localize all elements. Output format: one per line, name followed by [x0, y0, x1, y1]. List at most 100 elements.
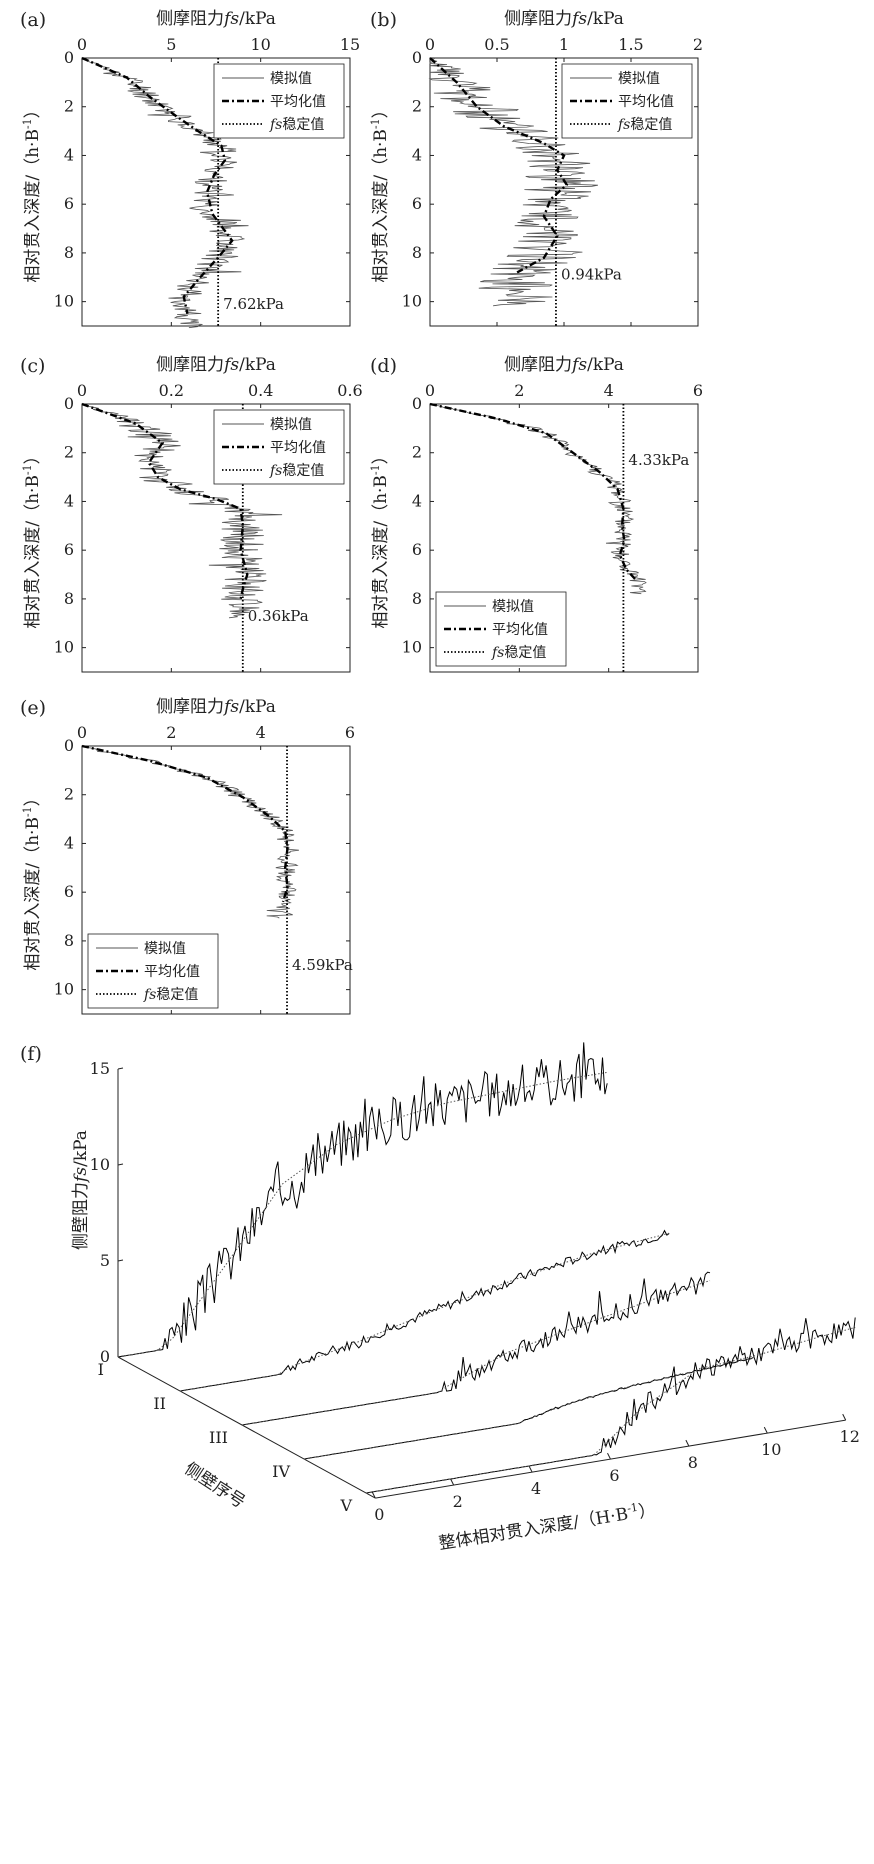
- y-axis-title: 相对贯入深度/（h·B-1）: [21, 101, 43, 282]
- y-tick-label: 8: [412, 243, 422, 262]
- y-tick-label: 2: [64, 785, 74, 804]
- y-axis-title: 相对贯入深度/（h·B-1）: [369, 101, 391, 282]
- x-tick-label: 4: [256, 723, 266, 742]
- x-axis-title: 整体相对贯入深度/（H·B-1）: [437, 1498, 657, 1554]
- x-tick-mark: [842, 1413, 847, 1421]
- y-axis-title-part: 相对贯入深度/（h·B: [23, 475, 43, 629]
- x-axis-title-part: fs: [222, 355, 239, 375]
- y-tick-label: 0: [412, 394, 422, 413]
- y-tick-label: 6: [64, 540, 74, 559]
- x-tick-label: 0: [374, 1505, 384, 1524]
- category-tick-label: V: [339, 1496, 352, 1515]
- x-tick-mark: [685, 1439, 690, 1447]
- y-axis-title-part: -1: [21, 118, 34, 129]
- y-axis-title: 相对贯入深度/（h·B-1）: [21, 789, 43, 970]
- y-tick-label: 2: [412, 443, 422, 462]
- legend-simulated-label: 模拟值: [270, 417, 312, 433]
- averaged-series-line: [241, 1280, 711, 1426]
- x-tick-label: 0.2: [159, 381, 184, 400]
- z-tick-label: 5: [100, 1251, 110, 1270]
- y-tick-label: 6: [412, 540, 422, 559]
- y-axis-title-part: 相对贯入深度/（h·B: [23, 817, 43, 971]
- y-tick-label: 2: [64, 97, 74, 116]
- z-axis-title-part: 侧壁阻力: [71, 1182, 91, 1250]
- x-tick-label: 0.5: [484, 35, 509, 54]
- simulated-series-line: [241, 1271, 711, 1426]
- y-axis-title-part: ）: [23, 789, 43, 806]
- y-tick-label: 10: [402, 638, 422, 657]
- stable-value-label: 0.94kPa: [561, 266, 622, 284]
- legend-box: [561, 63, 693, 139]
- legend-stable-label: fs稳定值: [143, 987, 198, 1003]
- y-tick-label: 6: [412, 194, 422, 213]
- x-axis-title-part: fs: [570, 9, 587, 29]
- legend-stable-part: fs: [617, 117, 630, 133]
- legend-simulated-label: 模拟值: [618, 71, 660, 87]
- legend-stable-part: 稳定值: [504, 645, 546, 661]
- x-axis-title-part: 侧摩阻力: [504, 9, 572, 29]
- y-axis-title-part: ）: [23, 447, 43, 464]
- averaged-series-line: [429, 402, 637, 581]
- x-tick-mark: [528, 1465, 533, 1473]
- category-axis-title: 侧壁序号: [181, 1459, 249, 1513]
- y-tick-label: 8: [64, 931, 74, 950]
- x-tick-label: 2: [166, 723, 176, 742]
- stable-value-label: 0.36kPa: [248, 607, 309, 625]
- legend-box: [213, 409, 345, 485]
- x-tick-label: 0: [77, 723, 87, 742]
- simulated-series-line: [365, 1317, 856, 1494]
- stable-value-label: 4.59kPa: [292, 956, 353, 974]
- plot-frame: [429, 403, 699, 673]
- x-tick-label: 15: [340, 35, 360, 54]
- x-tick-label: 6: [345, 723, 355, 742]
- legend-stable-part: 稳定值: [282, 117, 324, 133]
- y-axis-title: 相对贯入深度/（h·B-1）: [369, 447, 391, 628]
- averaged-series-line: [303, 1357, 754, 1460]
- series-II: [179, 1229, 670, 1392]
- series-I: [117, 1042, 608, 1358]
- y-tick-label: 0: [412, 48, 422, 67]
- stable-value-label: 4.33kPa: [628, 451, 689, 469]
- y-axis-title-part: 相对贯入深度/（h·B: [371, 129, 391, 283]
- y-tick-label: 10: [54, 292, 74, 311]
- x-tick-label: 4: [531, 1479, 541, 1498]
- x-axis-title-part: /kPa: [239, 355, 276, 375]
- y-tick-label: 10: [402, 292, 422, 311]
- category-axis-line: [117, 1356, 376, 1499]
- category-tick-label: IV: [272, 1462, 290, 1481]
- x-axis-title-part: 侧摩阻力: [156, 9, 224, 29]
- averaged-series-line: [81, 56, 234, 315]
- y-tick-label: 8: [64, 243, 74, 262]
- x-tick-label: 0: [425, 35, 435, 54]
- legend-averaged-label: 平均化值: [492, 622, 548, 638]
- legend-stable-label: fs稳定值: [269, 463, 324, 479]
- legend-averaged-label: 平均化值: [270, 94, 326, 110]
- legend-stable-part: fs: [491, 645, 504, 661]
- y-axis-title-part: ）: [371, 101, 391, 118]
- z-tick-label: 0: [100, 1347, 110, 1366]
- legend-stable-part: fs: [269, 117, 282, 133]
- category-tick-label: I: [98, 1360, 104, 1379]
- x-tick-mark: [763, 1426, 768, 1434]
- z-tick-label: 10: [90, 1155, 110, 1174]
- legend-averaged-label: 平均化值: [144, 964, 200, 980]
- x-axis-title-part: /kPa: [587, 9, 624, 29]
- x-axis-title-part: /kPa: [239, 697, 276, 717]
- y-tick-label: 0: [64, 736, 74, 755]
- legend-stable-part: 稳定值: [156, 987, 198, 1003]
- x-tick-label: 2: [693, 35, 703, 54]
- averaged-series-line: [117, 1071, 608, 1358]
- stable-value-label: 7.62kPa: [223, 295, 284, 313]
- x-tick-label: 2: [514, 381, 524, 400]
- legend-box: [87, 933, 219, 1009]
- y-axis-title-part: ）: [371, 447, 391, 464]
- y-tick-label: 4: [64, 833, 74, 852]
